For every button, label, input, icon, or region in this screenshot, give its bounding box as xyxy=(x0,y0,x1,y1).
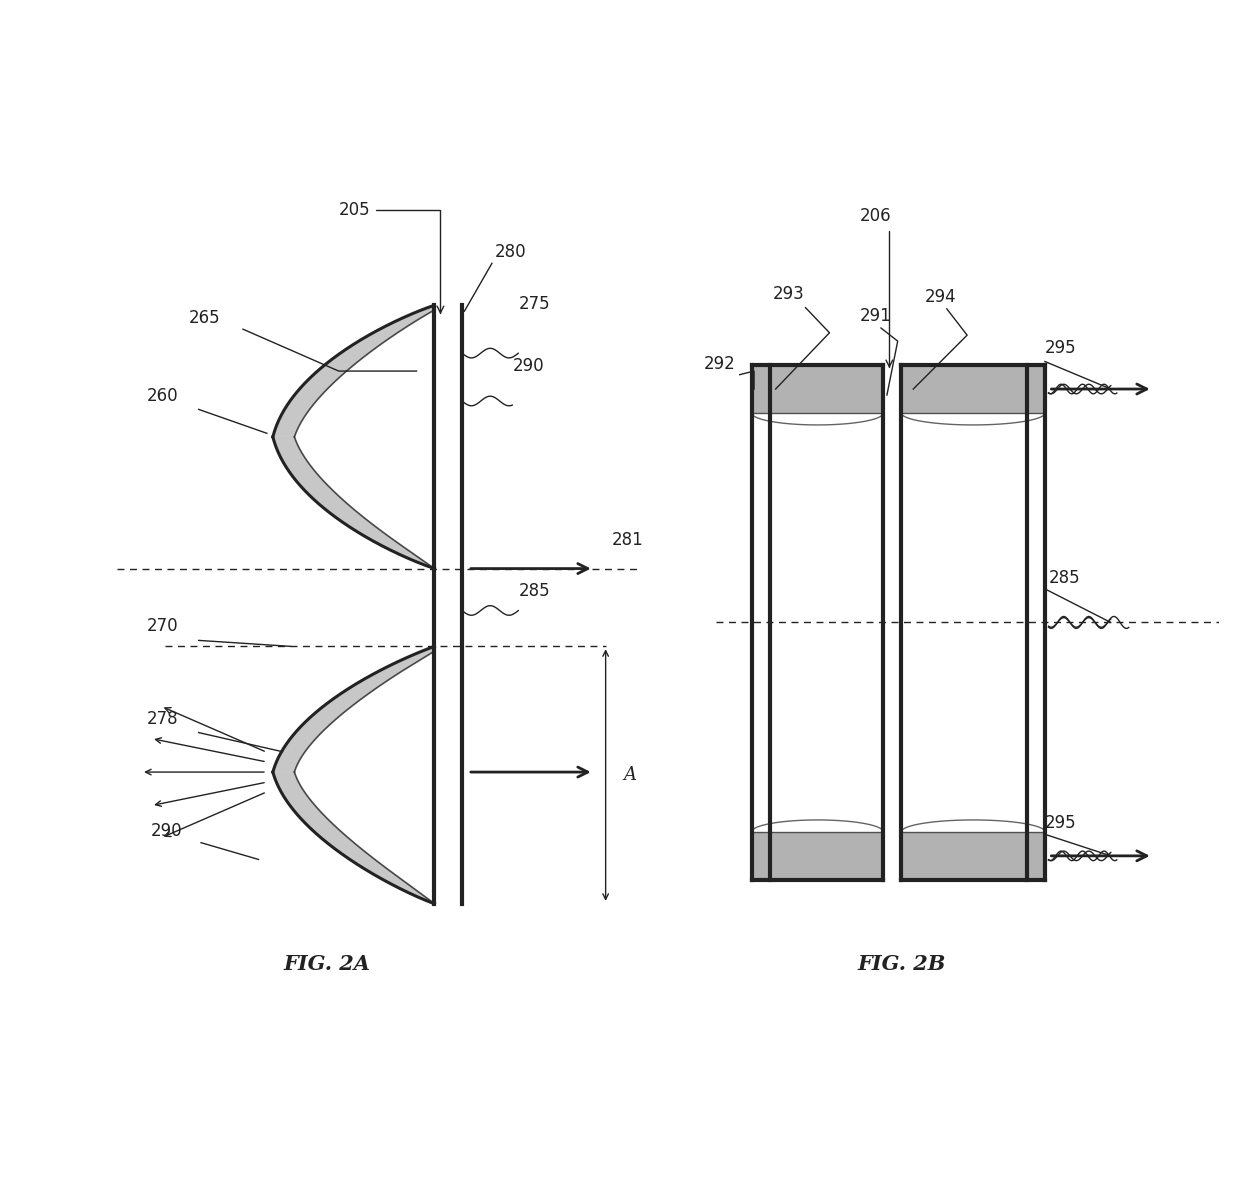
Text: FIG. 2B: FIG. 2B xyxy=(857,954,945,973)
Text: 260: 260 xyxy=(148,387,179,405)
Polygon shape xyxy=(273,305,434,437)
Text: 290: 290 xyxy=(151,821,182,839)
Polygon shape xyxy=(273,646,434,772)
Text: 270: 270 xyxy=(148,616,179,634)
Text: 285: 285 xyxy=(518,582,549,600)
Text: 295: 295 xyxy=(1045,339,1076,357)
Text: 293: 293 xyxy=(774,285,805,303)
Polygon shape xyxy=(901,365,1045,413)
Polygon shape xyxy=(751,832,883,880)
Text: 290: 290 xyxy=(512,357,544,375)
Polygon shape xyxy=(901,832,1045,880)
Text: 205: 205 xyxy=(339,201,444,312)
Polygon shape xyxy=(273,437,434,569)
Text: 291: 291 xyxy=(859,306,892,324)
Text: 280: 280 xyxy=(495,243,526,261)
Text: A: A xyxy=(624,766,636,784)
Text: 275: 275 xyxy=(518,294,549,312)
Text: 295: 295 xyxy=(1045,814,1076,832)
Text: 285: 285 xyxy=(1049,569,1080,587)
Text: 281: 281 xyxy=(611,530,644,548)
Text: 265: 265 xyxy=(188,309,221,327)
Text: 294: 294 xyxy=(925,287,957,305)
Text: 278: 278 xyxy=(148,710,179,728)
Text: 292: 292 xyxy=(704,354,735,372)
Polygon shape xyxy=(751,365,883,413)
Polygon shape xyxy=(273,772,434,904)
Text: 206: 206 xyxy=(859,207,893,366)
Text: FIG. 2A: FIG. 2A xyxy=(283,954,371,973)
